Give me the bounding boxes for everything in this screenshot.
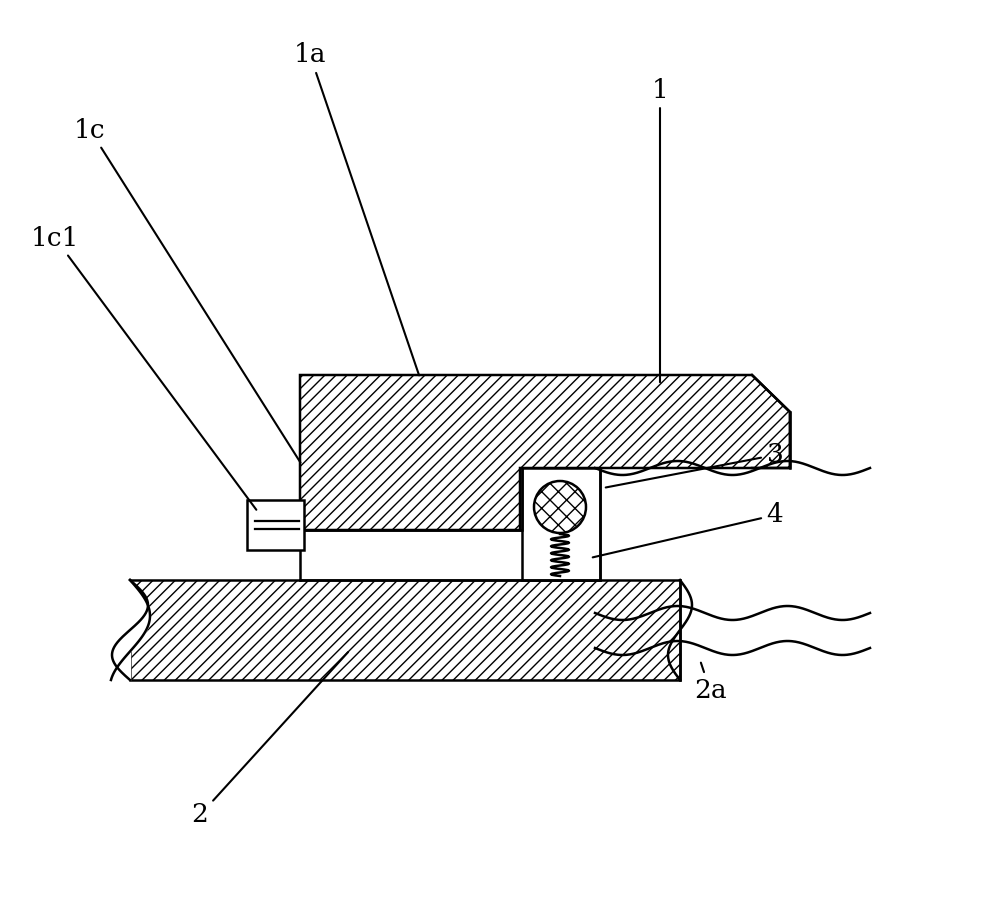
Text: 1a: 1a bbox=[294, 43, 419, 375]
Text: 1: 1 bbox=[652, 78, 668, 383]
Bar bbox=[247, 500, 304, 550]
Text: 1c: 1c bbox=[74, 118, 301, 463]
Text: 3: 3 bbox=[606, 443, 783, 488]
Text: 1c1: 1c1 bbox=[31, 226, 256, 509]
Text: 2a: 2a bbox=[694, 663, 726, 702]
Text: 2: 2 bbox=[192, 652, 348, 827]
Polygon shape bbox=[130, 580, 680, 680]
Polygon shape bbox=[300, 375, 790, 530]
Circle shape bbox=[534, 481, 586, 533]
Text: 4: 4 bbox=[593, 502, 783, 557]
Bar bbox=[522, 468, 600, 580]
